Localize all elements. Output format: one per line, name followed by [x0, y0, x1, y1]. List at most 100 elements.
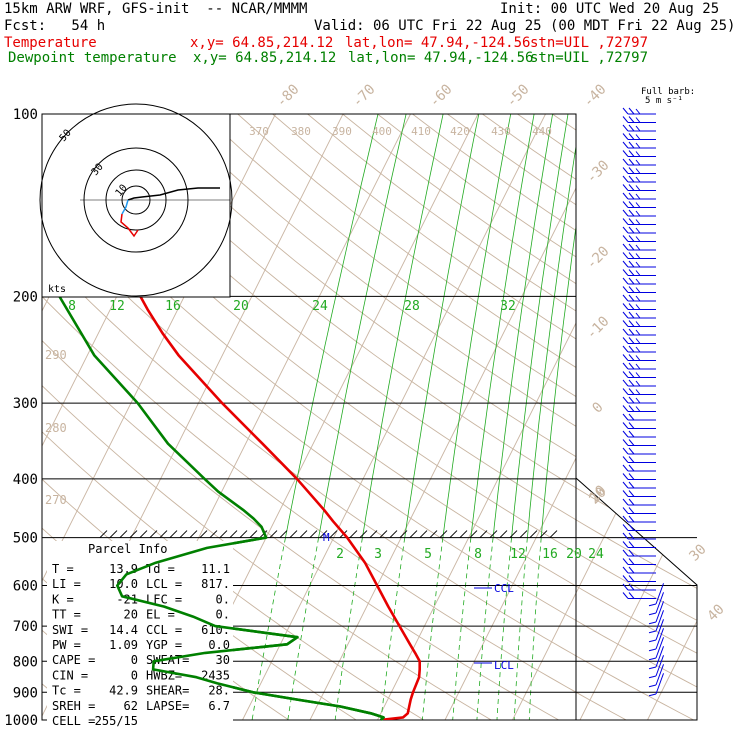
parcel-value: 255/15 — [95, 714, 138, 728]
barb-flag — [648, 639, 657, 643]
mixing-ratio-line-dashed — [476, 537, 494, 720]
hatch-mark — [179, 530, 188, 538]
mixing-ratio-label-lower: 2 — [336, 547, 344, 562]
valid-time: Valid: 06 UTC Fri 22 Aug 25 (00 MDT Fri … — [314, 18, 736, 34]
barb-legend-unit: 5 m s⁻¹ — [645, 96, 683, 106]
pressure-label-400: 400 — [13, 472, 38, 488]
wind-barb — [648, 628, 664, 652]
dry-adiabat — [482, 114, 697, 720]
hatch-mark — [229, 530, 238, 538]
barb-flag — [622, 192, 629, 200]
barb-flag — [628, 490, 635, 497]
dry-adiabat — [97, 114, 697, 720]
wind-barb — [622, 498, 656, 506]
isotherm — [242, 114, 546, 720]
mixing-ratio-line — [470, 114, 535, 538]
hatch-mark — [409, 530, 418, 538]
barb-flag — [635, 202, 641, 208]
barb-flag — [628, 354, 635, 361]
dry-adiabat — [42, 114, 697, 720]
barb-flag — [622, 260, 629, 268]
wind-barb — [622, 243, 656, 251]
hatch-mark — [129, 530, 138, 538]
wind-barb — [622, 116, 656, 123]
isotherm-label-top: -50 — [503, 81, 532, 110]
hatch-mark — [299, 530, 308, 538]
barb-flag — [622, 422, 629, 429]
parcel-value: 14.4 — [109, 623, 138, 637]
parcel-key: SWI = — [52, 623, 88, 637]
wind-barb — [622, 583, 656, 591]
barb-flag — [622, 226, 629, 234]
barb-flag — [622, 116, 629, 123]
barb-flag — [622, 303, 629, 310]
wind-barb — [622, 107, 656, 115]
barb-flag — [622, 311, 629, 319]
wind-barb — [622, 277, 656, 285]
dry-adiabat — [272, 114, 697, 720]
lcl-label: LCL — [494, 659, 514, 672]
barb-flag — [622, 583, 629, 591]
wind-barb — [648, 655, 664, 679]
barb-flag — [622, 124, 629, 132]
hatch-mark — [119, 530, 128, 538]
barb-staff — [655, 592, 664, 614]
barb-flag — [648, 621, 657, 625]
barb-staff — [655, 673, 664, 695]
wind-barb — [622, 141, 656, 149]
theta-label-left: 290 — [45, 348, 67, 362]
barb-flag — [648, 603, 657, 607]
wind-barb — [622, 422, 656, 429]
hatch-mark — [109, 530, 118, 538]
barb-flag — [622, 345, 629, 353]
barb-flag — [628, 345, 635, 353]
barb-flag — [622, 430, 629, 438]
barb-flag — [622, 243, 629, 251]
dewpoint-profile-lower — [116, 536, 385, 721]
parcel-value: 2435 — [201, 668, 230, 682]
barb-flag — [635, 380, 641, 387]
dry-adiabat-label: 410 — [411, 125, 431, 138]
parcel-key: CAPE = — [52, 653, 95, 667]
mixing-ratio-line — [362, 114, 444, 538]
dry-adiabat — [62, 114, 697, 720]
barb-flag — [622, 175, 629, 183]
barb-flag — [635, 168, 641, 174]
isotherm-label-top: -80 — [273, 81, 302, 110]
wind-barb — [622, 481, 656, 489]
wind-barb — [622, 260, 656, 268]
mixing-ratio-label-upper: 32 — [500, 299, 516, 314]
pressure-label-1000: 1000 — [4, 713, 38, 729]
parcel-key: CELL = — [52, 714, 95, 728]
barb-flag — [622, 371, 629, 378]
barb-flag — [648, 675, 657, 679]
isotherm — [309, 114, 614, 720]
barb-flag — [648, 630, 657, 634]
hodograph-ring — [39, 103, 233, 297]
wind-barb — [622, 473, 656, 480]
parcel-key: SREH = — [52, 699, 95, 713]
barb-flag — [635, 227, 641, 234]
barb-flag — [635, 278, 641, 285]
barb-flag — [628, 464, 635, 472]
barb-flag — [628, 379, 635, 387]
isotherm-label-top: -70 — [349, 81, 378, 110]
barb-flag — [622, 507, 629, 514]
wind-barb — [648, 637, 664, 661]
dry-adiabat-label: 380 — [291, 125, 311, 138]
wind-barb — [622, 320, 656, 327]
parcel-value: 10.0 — [109, 577, 138, 591]
barb-flag — [635, 134, 641, 140]
wind-barb — [648, 610, 664, 634]
barb-flag — [628, 235, 635, 242]
wind-barb — [622, 124, 656, 132]
barb-flag — [628, 507, 635, 514]
barb-flag — [628, 583, 635, 591]
wind-barb — [622, 430, 656, 438]
parcel-info-background — [47, 541, 233, 727]
barb-flag — [628, 260, 635, 268]
barb-flag — [635, 117, 641, 123]
barb-flag — [635, 219, 641, 225]
barb-flag — [622, 549, 629, 557]
hatch-mark — [189, 530, 198, 538]
